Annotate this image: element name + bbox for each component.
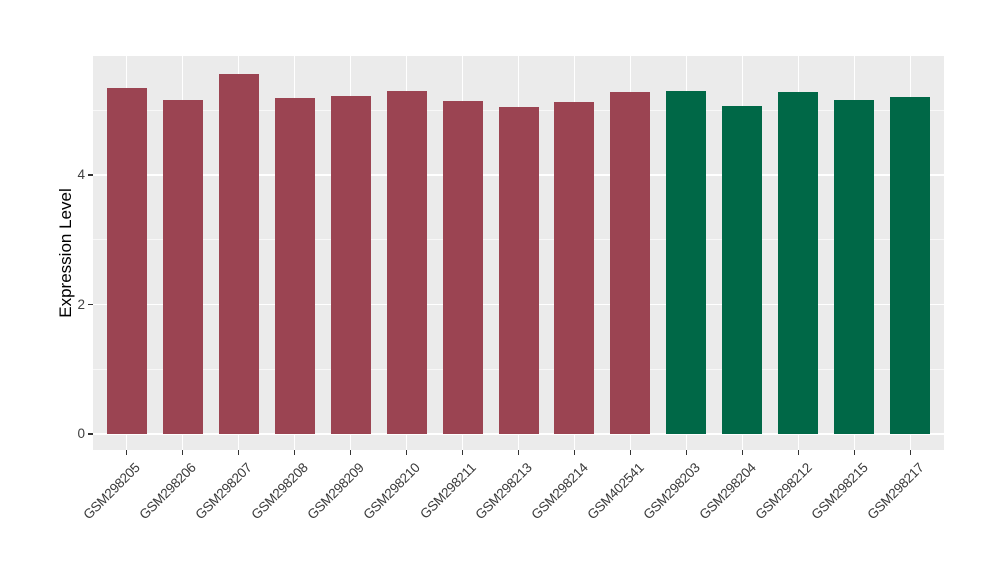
y-tick-label: 2: [77, 296, 85, 312]
bar: [554, 102, 595, 434]
bar: [442, 100, 483, 434]
x-tick-label: GSM298204: [696, 460, 760, 523]
bar: [386, 91, 427, 434]
x-axis-tick: [853, 450, 856, 455]
x-axis-tick: [461, 450, 464, 455]
y-axis-tick: [88, 174, 93, 176]
x-axis-tick: [797, 450, 800, 455]
x-tick-label: GSM298215: [808, 460, 872, 523]
x-tick-label: GSM402541: [584, 460, 648, 523]
x-tick-label: GSM298209: [304, 460, 368, 523]
bar: [666, 91, 707, 434]
bar: [498, 107, 539, 434]
x-axis-tick: [293, 450, 296, 455]
y-axis-tick: [88, 303, 93, 306]
bar: [274, 98, 315, 434]
y-gridline-major: [93, 433, 944, 435]
y-tick-label: 0: [77, 426, 85, 441]
x-axis-tick: [237, 450, 240, 455]
x-tick-label: GSM298205: [80, 460, 144, 523]
x-axis-tick: [909, 450, 912, 455]
bar: [890, 96, 931, 434]
x-axis-tick: [181, 450, 184, 455]
x-tick-label: GSM298211: [417, 460, 480, 522]
x-axis-tick: [629, 450, 632, 455]
bar: [722, 105, 763, 434]
plot-panel: [93, 56, 944, 450]
x-axis-tick: [685, 450, 688, 455]
x-axis-tick: [517, 450, 520, 455]
x-tick-label: GSM298213: [472, 460, 536, 523]
bar: [106, 87, 147, 434]
x-axis-tick: [125, 450, 128, 455]
bar: [834, 100, 875, 434]
x-tick-label: GSM298206: [136, 460, 200, 523]
x-axis-tick: [349, 450, 352, 455]
y-axis-tick: [88, 433, 93, 435]
x-tick-label: GSM298212: [752, 460, 816, 523]
x-axis-tick: [405, 450, 408, 455]
x-tick-label: GSM298217: [864, 460, 928, 523]
bar: [218, 74, 259, 434]
x-axis-tick: [573, 450, 576, 455]
x-axis-tick: [741, 450, 744, 455]
bar: [330, 96, 371, 434]
bar: [610, 92, 651, 434]
bar: [162, 100, 203, 434]
y-tick-label: 4: [77, 167, 85, 183]
x-tick-label: GSM298207: [192, 460, 256, 523]
x-tick-label: GSM298214: [528, 460, 592, 523]
x-tick-label: GSM298210: [360, 460, 424, 523]
x-tick-label: GSM298208: [248, 460, 312, 523]
x-tick-label: GSM298203: [640, 460, 704, 523]
bar: [778, 92, 819, 434]
